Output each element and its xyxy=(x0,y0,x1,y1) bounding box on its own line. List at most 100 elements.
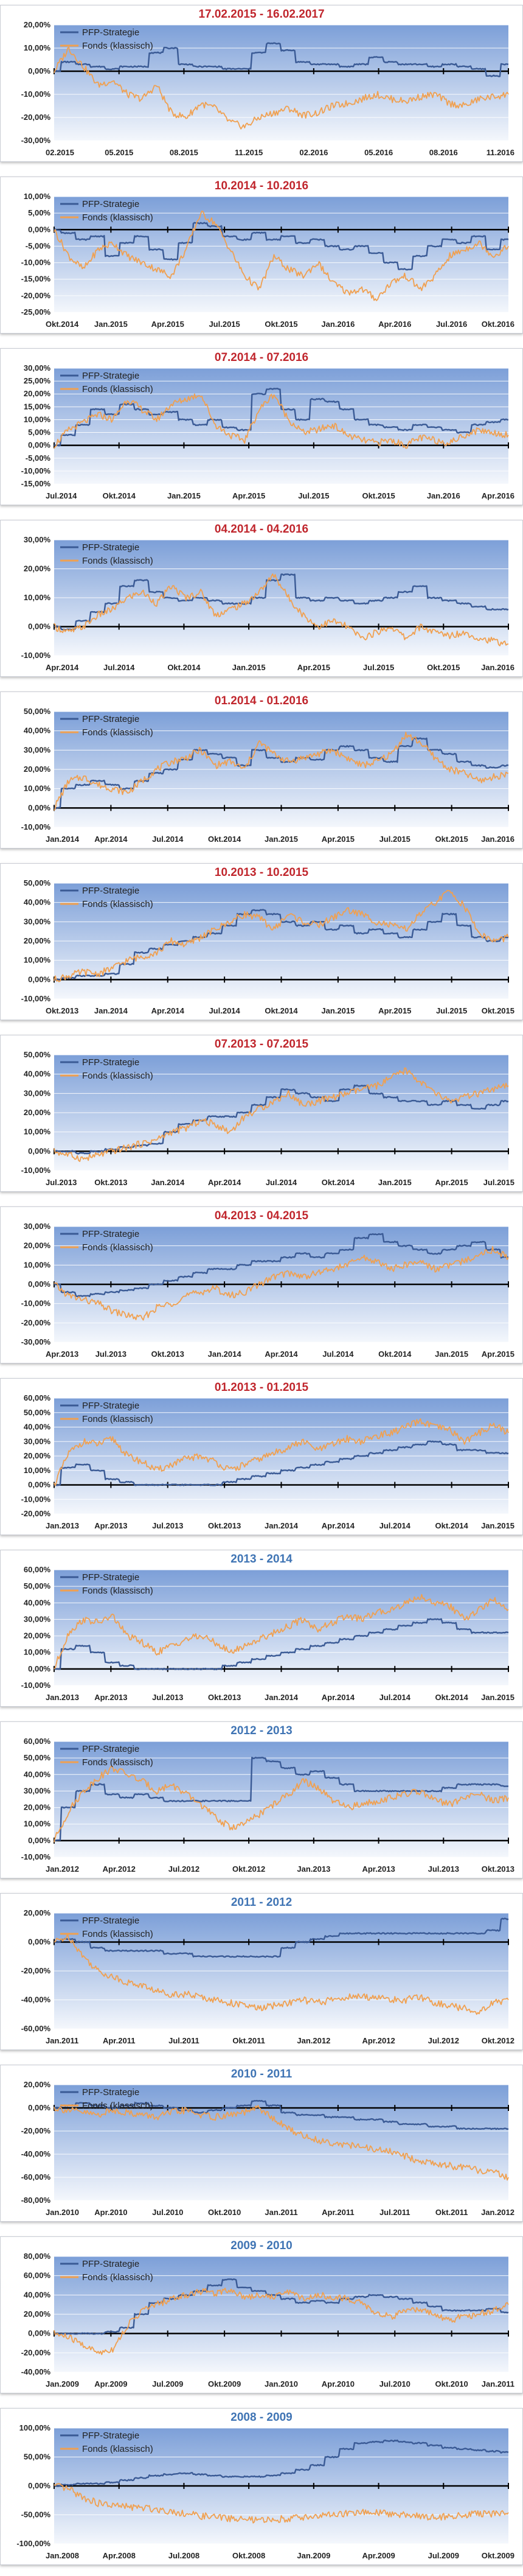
y-tick-label: 0,00% xyxy=(28,2329,50,2338)
y-tick-label: 20,00% xyxy=(24,1108,51,1117)
y-tick-label: -15,00% xyxy=(21,479,51,488)
y-tick-label: 10,00% xyxy=(24,1466,51,1475)
y-tick-label: 80,00% xyxy=(24,2252,51,2261)
chart-title: 2009 - 2010 xyxy=(230,2239,293,2252)
y-tick-label: -20,00% xyxy=(21,1318,51,1327)
y-tick-label: -30,00% xyxy=(21,136,51,145)
y-tick-label: -10,00% xyxy=(21,822,51,831)
legend: PFP-Strategie Fonds (klassisch) xyxy=(60,2431,153,2454)
y-tick-label: 40,00% xyxy=(24,1423,51,1432)
x-tick-label: Apr.2014 xyxy=(265,1349,298,1359)
x-tick-label: Apr.2010 xyxy=(322,2379,355,2389)
legend: PFP-Strategie Fonds (klassisch) xyxy=(60,1401,153,1424)
legend-label-fonds: Fonds (klassisch) xyxy=(82,2101,153,2111)
y-tick-label: 60,00% xyxy=(24,1737,51,1746)
legend-label-fonds: Fonds (klassisch) xyxy=(82,1071,153,1081)
legend-label-pfp: PFP-Strategie xyxy=(82,886,139,896)
legend-label-pfp: PFP-Strategie xyxy=(82,542,139,553)
legend-label-fonds: Fonds (klassisch) xyxy=(82,1242,153,1253)
series-line-fonds xyxy=(54,573,509,646)
chart-title: 01.2013 - 01.2015 xyxy=(214,1381,309,1394)
x-tick-label: Okt.2014 xyxy=(208,835,241,844)
legend-label-fonds: Fonds (klassisch) xyxy=(82,384,153,394)
legend: PFP-Strategie Fonds (klassisch) xyxy=(60,886,153,909)
y-tick-label: -60,00% xyxy=(21,2172,51,2182)
y-tick-label: 40,00% xyxy=(24,1598,51,1607)
chart-panel: 2008 - 2009 100,00% 50,00% 0,00% -50,00% -100… xyxy=(0,2408,523,2565)
legend-label-pfp: PFP-Strategie xyxy=(82,371,139,381)
series-line-pfp xyxy=(54,1757,509,1841)
line-chart: 60,00% 50,00% 40,00% 30,00% 20,00% 10,00% 0,00… xyxy=(21,1737,514,1874)
x-tick-label: Jul.2008 xyxy=(168,2551,199,2560)
x-tick-label: Apr.2016 xyxy=(482,491,514,500)
y-tick-label: 0,00% xyxy=(28,1146,50,1155)
y-tick-label: 30,00% xyxy=(24,1437,51,1446)
x-tick-label: Apr.2014 xyxy=(46,663,79,672)
x-tick-label: Okt.2014 xyxy=(378,1349,412,1359)
chart-title: 2012 - 2013 xyxy=(230,1724,293,1737)
legend-label-fonds: Fonds (klassisch) xyxy=(82,212,153,223)
legend-label-fonds: Fonds (klassisch) xyxy=(82,1757,153,1768)
line-chart: 50,00% 40,00% 30,00% 20,00% 10,00% 0,00% -10,0… xyxy=(21,1050,514,1187)
x-tick-label: Okt.2011 xyxy=(435,2208,468,2217)
y-tick-label: 10,00% xyxy=(24,1260,51,1269)
x-tick-label: Jan.2015 xyxy=(321,1006,355,1015)
y-tick-label: 50,00% xyxy=(24,1753,51,1762)
x-tick-label: Jul.2014 xyxy=(152,835,184,844)
x-tick-label: Jul.2014 xyxy=(209,1006,240,1015)
series-line-fonds xyxy=(54,1933,509,2015)
y-tick-label: 50,00% xyxy=(24,1408,51,1417)
x-tick-label: Apr.2009 xyxy=(94,2379,127,2389)
plot-area xyxy=(54,25,508,141)
chart-title: 07.2014 - 07.2016 xyxy=(214,351,309,364)
x-tick-label: Jan.2013 xyxy=(297,1864,330,1874)
y-tick-label: 60,00% xyxy=(24,2271,51,2280)
x-tick-label: Jul.2014 xyxy=(266,1178,297,1187)
legend-label-pfp: PFP-Strategie xyxy=(82,2259,139,2269)
y-tick-label: 0,00% xyxy=(28,1664,50,1673)
x-tick-label: Apr.2013 xyxy=(46,1349,78,1359)
series-line-pfp xyxy=(54,1233,509,1298)
y-tick-label: 50,00% xyxy=(24,1581,51,1591)
y-tick-label: 10,00% xyxy=(24,43,51,52)
y-tick-label: 50,00% xyxy=(24,707,51,716)
x-tick-label: 02.2015 xyxy=(46,148,74,157)
legend: PFP-Strategie Fonds (klassisch) xyxy=(60,1057,153,1081)
x-tick-label: Okt.2014 xyxy=(265,1006,298,1015)
x-tick-label: Jul.2016 xyxy=(436,320,467,329)
x-tick-label: Jul.2010 xyxy=(152,2208,183,2217)
x-tick-label: Jul.2015 xyxy=(298,491,329,500)
y-tick-label: 20,00% xyxy=(24,1803,51,1812)
x-tick-label: Apr.2014 xyxy=(94,835,128,844)
chart-panel: 2012 - 2013 60,00% 50,00% 40,00% 30,00% 20,00… xyxy=(0,1721,523,1878)
y-tick-label: 10,00% xyxy=(24,593,51,602)
y-tick-label: 10,00% xyxy=(24,1127,51,1136)
legend-label-pfp: PFP-Strategie xyxy=(82,2087,139,2098)
series-line-fonds xyxy=(54,889,509,982)
x-tick-label: Okt.2014 xyxy=(103,491,136,500)
x-tick-label: Jan.2012 xyxy=(297,2036,330,2045)
y-tick-label: -10,00% xyxy=(21,89,51,99)
x-tick-label: Apr.2016 xyxy=(378,320,411,329)
y-tick-label: 30,00% xyxy=(24,917,51,926)
x-tick-label: Jan.2014 xyxy=(265,1521,299,1530)
y-tick-label: -40,00% xyxy=(21,2367,51,2376)
series-line-fonds xyxy=(54,1765,509,1843)
legend-label-fonds: Fonds (klassisch) xyxy=(82,2444,153,2454)
series-line-fonds xyxy=(54,1418,509,1486)
x-tick-label: Okt.2014 xyxy=(46,320,79,329)
x-tick-label: Apr.2013 xyxy=(362,1864,395,1874)
x-tick-label: Jul.2013 xyxy=(152,1693,183,1702)
x-tick-label: Jan.2014 xyxy=(208,1349,242,1359)
x-tick-label: Apr.2013 xyxy=(94,1521,127,1530)
chart-panel: 2011 - 2012 20,00% 0,00% -20,00% -40,00% -60,… xyxy=(0,1893,523,2050)
x-tick-label: Jan.2016 xyxy=(427,491,460,500)
y-tick-label: -10,00% xyxy=(21,1681,51,1690)
legend-label-pfp: PFP-Strategie xyxy=(82,1057,139,1068)
legend-label-pfp: PFP-Strategie xyxy=(82,1401,139,1411)
series-line-pfp xyxy=(54,2278,509,2335)
chart-title: 07.2013 - 07.2015 xyxy=(214,1038,309,1051)
x-tick-label: Jan.2014 xyxy=(151,1178,185,1187)
chart-panel: 04.2014 - 04.2016 30,00% 20,00% 10,00% 0,00%… xyxy=(0,520,523,677)
line-chart: 100,00% 50,00% 0,00% -50,00% -100,00% Jan.200… xyxy=(16,2423,514,2560)
